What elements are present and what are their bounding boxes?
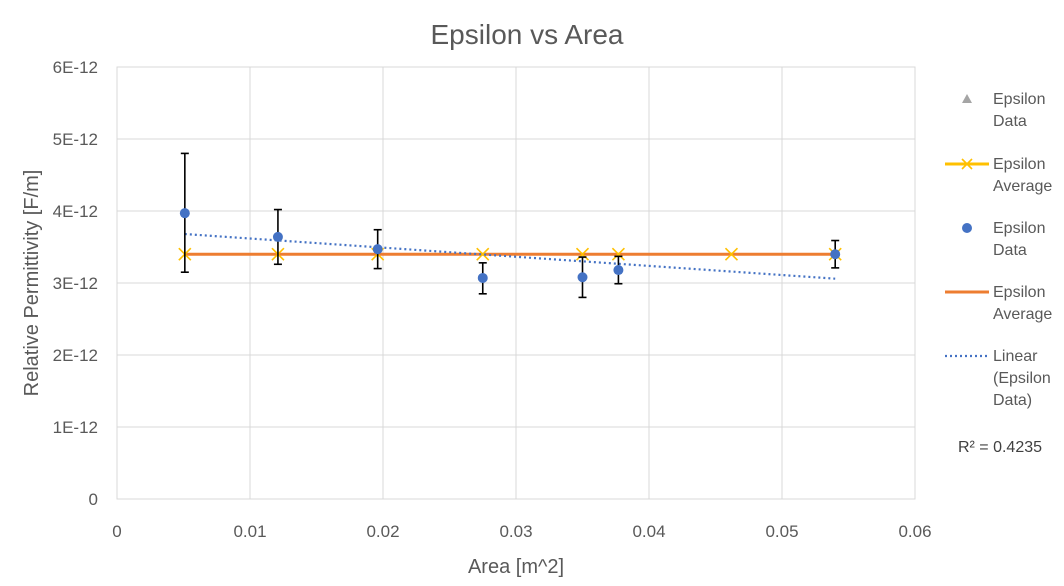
legend-label: (Epsilon (993, 370, 1051, 387)
legend-label: Epsilon (993, 91, 1045, 108)
legend-entry: Linear (Epsilon Data) (945, 348, 1051, 409)
data-point (372, 244, 383, 255)
legend-label: Epsilon (993, 284, 1045, 301)
y-axis-title: Relative Permittivity [F/m] (21, 170, 43, 397)
average-x-marker (575, 247, 590, 261)
y-tick-label: 6E-12 (53, 58, 98, 77)
average-x-marker (611, 247, 625, 261)
data-point (477, 272, 488, 283)
legend-label: Linear (993, 348, 1038, 365)
x-tick-label: 0.05 (765, 522, 798, 541)
legend: EpsilonDataEpsilonAverageEpsilonDataEpsi… (945, 91, 1052, 409)
legend-label: Data (993, 242, 1027, 259)
x-axis-title: Area [m^2] (468, 556, 564, 578)
plot-area (178, 152, 842, 299)
legend-entry: Epsilon Data (962, 220, 1045, 259)
legend-label: Data (993, 113, 1027, 130)
x-tick-label: 0 (112, 522, 121, 541)
legend-entry: Epsilon Average (945, 284, 1052, 323)
r-squared-annotation: R² = 0.4235 (958, 439, 1042, 456)
y-tick-label: 4E-12 (53, 202, 98, 221)
legend-label: Data) (993, 392, 1032, 409)
x-tick-label: 0.02 (366, 522, 399, 541)
y-tick-label: 3E-12 (53, 274, 98, 293)
legend-label: Average (993, 306, 1052, 323)
legend-label: Epsilon (993, 156, 1045, 173)
grid (116, 66, 916, 500)
data-point (272, 231, 283, 242)
y-tick-label: 1E-12 (53, 418, 98, 437)
x-marker-icon (961, 158, 973, 170)
average-x-marker (724, 247, 739, 261)
legend-entry: Epsilon Average (945, 156, 1052, 195)
data-point (577, 272, 588, 283)
x-tick-label: 0.06 (898, 522, 931, 541)
data-point (830, 249, 841, 260)
y-tick-label: 2E-12 (53, 346, 98, 365)
circle-icon (962, 223, 972, 233)
average-x-marker (476, 247, 490, 261)
chart-title: Epsilon vs Area (431, 19, 624, 50)
x-tick-label: 0.04 (632, 522, 665, 541)
x-tick-label: 0.01 (233, 522, 266, 541)
linear-trendline (184, 232, 836, 280)
legend-label: Epsilon (993, 220, 1045, 237)
data-point (179, 208, 190, 219)
triangle-icon (962, 94, 972, 103)
y-tick-label: 5E-12 (53, 130, 98, 149)
data-point (613, 265, 624, 276)
legend-entry: Epsilon Data (962, 91, 1045, 130)
legend-label: Average (993, 178, 1052, 195)
axes: 0 1E-12 2E-12 3E-12 4E-12 5E-12 6E-12 0 0.01 0.02… (53, 58, 932, 541)
x-tick-label: 0.03 (499, 522, 532, 541)
y-tick-label: 0 (89, 490, 98, 509)
